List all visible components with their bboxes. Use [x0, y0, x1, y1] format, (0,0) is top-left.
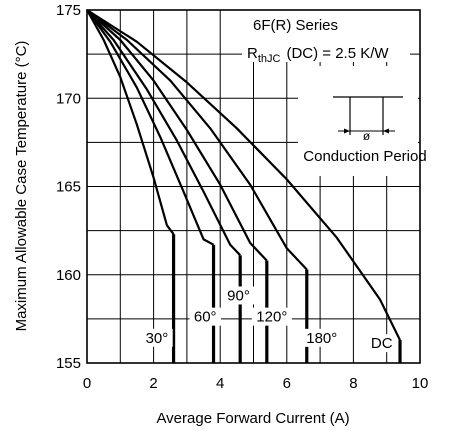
conduction-period-label: Conduction Period — [303, 148, 426, 165]
series-label-bg — [222, 286, 255, 305]
series-label-bg — [251, 307, 292, 326]
conduction-angle-symbol: ø — [363, 129, 371, 143]
y-tick-label: 170 — [56, 90, 81, 107]
y-tick-label: 160 — [56, 267, 81, 284]
plot-frame — [86, 9, 421, 364]
series-label-bg — [189, 307, 221, 326]
x-axis-label: Average Forward Current (A) — [156, 410, 349, 427]
series-label: 180° — [306, 330, 337, 347]
x-axis-ticks: 0 2 4 6 8 10 — [83, 375, 429, 392]
series-label: 30° — [146, 330, 169, 347]
x-tick-label: 10 — [412, 375, 429, 392]
series-line — [86, 9, 242, 257]
y-tick-label: 175 — [56, 2, 81, 19]
series-label-bg — [301, 328, 342, 347]
series-label: 90° — [227, 287, 250, 304]
series-title: 6F(R) Series — [253, 17, 338, 34]
y-axis-ticks: 155 160 165 170 175 — [56, 2, 81, 372]
rth-value: (DC) = 2.5 K/W — [286, 45, 389, 62]
series-line — [86, 9, 215, 246]
series-label-bg — [141, 328, 173, 347]
series-labels: 30° 60° 90° 120° 180° DC — [141, 286, 394, 353]
rth-subscript: thJC — [258, 53, 281, 65]
x-tick-label: 8 — [349, 375, 357, 392]
thermal-resistance-label: RthJC (DC) = 2.5 K/W — [247, 45, 389, 65]
conduction-period-inset: ø Conduction Period — [298, 66, 427, 176]
series-annotation: 6F(R) Series RthJC (DC) = 2.5 K/W — [242, 10, 410, 65]
series-label: 60° — [194, 309, 217, 326]
series-line — [86, 9, 175, 235]
series-label-bg — [370, 334, 394, 353]
series-label: DC — [371, 335, 393, 352]
series-label: 120° — [256, 309, 287, 326]
series-line — [86, 9, 308, 271]
series-line — [86, 9, 268, 262]
series-line — [86, 9, 401, 341]
x-tick-label: 6 — [283, 375, 291, 392]
x-tick-label: 0 — [83, 375, 91, 392]
y-tick-label: 165 — [56, 179, 81, 196]
x-tick-label: 4 — [216, 375, 224, 392]
series-curves — [86, 9, 402, 363]
y-tick-label: 155 — [56, 355, 81, 372]
rth-symbol: R — [247, 45, 258, 62]
x-tick-label: 2 — [149, 375, 157, 392]
y-axis-label: Maximum Allowable Case Temperature (°C) — [13, 41, 30, 332]
